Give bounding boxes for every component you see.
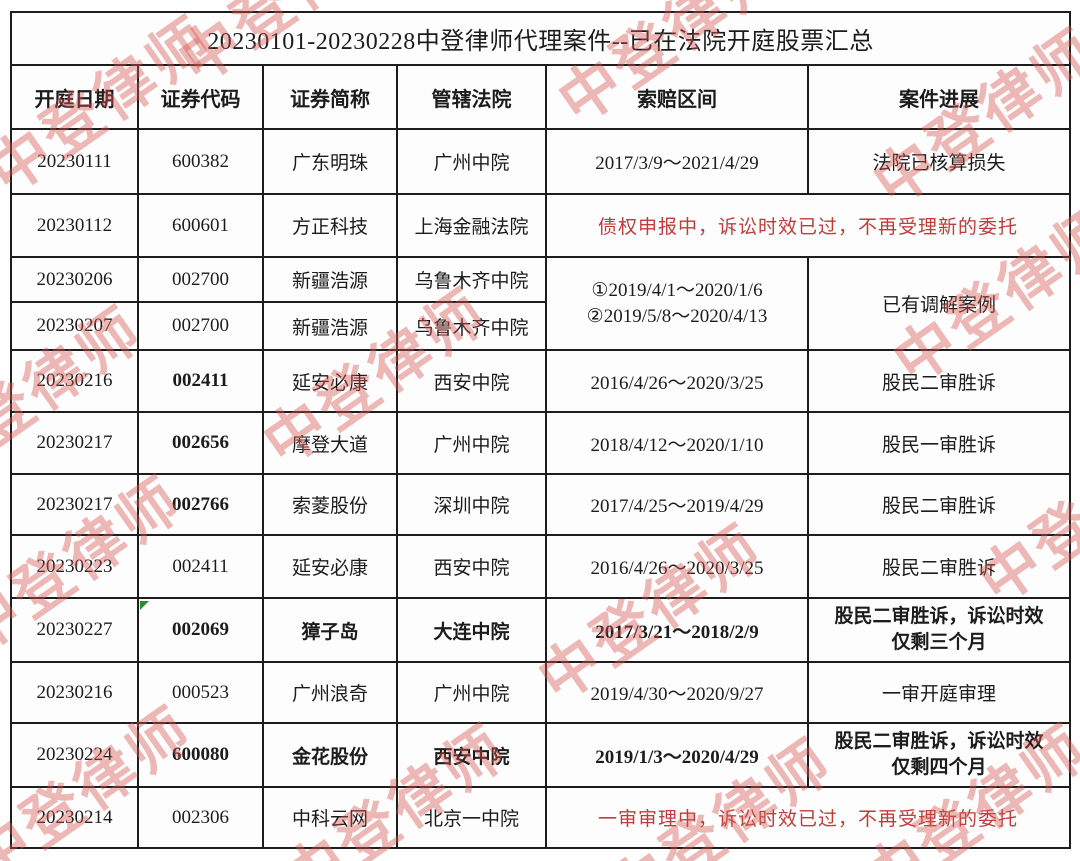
table-row: 20230216 002411 延安必康 西安中院 2016/4/26～2020… — [10, 349, 1072, 413]
table-row: 20230206 002700 新疆浩源 乌鲁木齐中院 ①2019/4/1～20… — [10, 256, 1072, 351]
cell-name: 金花股份 — [262, 722, 398, 788]
header-case-progress: 案件进展 — [806, 64, 1072, 130]
cell-date: 20230216 — [10, 661, 139, 724]
cell-date: 20230214 — [10, 786, 139, 849]
cell-code: 002411 — [137, 534, 264, 599]
cell-code: 002766 — [137, 473, 264, 536]
cell-court: 广州中院 — [396, 661, 547, 724]
cell-court: 大连中院 — [396, 597, 547, 663]
table-row: 20230217 002766 索菱股份 深圳中院 2017/4/25～2019… — [10, 473, 1072, 536]
case-summary-table: 20230101-20230228中登律师代理案件--已在法院开庭股票汇总 开庭… — [9, 11, 1072, 849]
table-row: 20230111 600382 广东明珠 广州中院 2017/3/9～2021/… — [10, 128, 1072, 195]
cell-name: 延安必康 — [262, 349, 398, 413]
cell-claim: 2019/1/3～2020/4/29 — [545, 722, 809, 788]
cell-name: 摩登大道 — [262, 411, 398, 475]
table-row: 20230112 600601 方正科技 上海金融法院 债权申报中，诉讼时效已过… — [10, 193, 1072, 258]
cell-court: 深圳中院 — [396, 473, 547, 536]
cell-code: 002069 — [137, 597, 264, 663]
header-row: 开庭日期 证券代码 证券简称 管辖法院 索赔区间 案件进展 — [10, 64, 1072, 130]
header-hearing-date: 开庭日期 — [10, 64, 139, 130]
table-row: 20230223 002411 延安必康 西安中院 2016/4/26～2020… — [10, 534, 1072, 599]
header-security-name: 证券简称 — [262, 64, 398, 130]
cell-code: 002411 — [137, 349, 264, 413]
cell-name: 新疆浩源 — [262, 301, 398, 351]
table-row: 20230207 002700 新疆浩源 乌鲁木齐中院 — [10, 301, 1070, 351]
header-court: 管辖法院 — [396, 64, 547, 130]
cell-name: 獐子岛 — [262, 597, 398, 663]
cell-progress: 股民二审胜诉，诉讼时效 仅剩四个月 — [806, 722, 1072, 788]
cell-date: 20230227 — [10, 597, 139, 663]
cell-court: 乌鲁木齐中院 — [396, 256, 547, 303]
cell-date: 20230112 — [10, 193, 139, 258]
cell-name: 广州浪奇 — [262, 661, 398, 724]
cell-code: 600382 — [137, 128, 264, 195]
cell-claim: 2017/3/9～2021/4/29 — [545, 128, 809, 195]
table-row: 20230224 600080 金花股份 西安中院 2019/1/3～2020/… — [10, 722, 1072, 788]
cell-court: 上海金融法院 — [396, 193, 547, 258]
table-row: 20230214 002306 中科云网 北京一中院 一审审理中，诉讼时效已过，… — [10, 786, 1072, 849]
cell-claim: 2016/4/26～2020/3/25 — [545, 534, 809, 599]
cell-progress: 股民二审胜诉，诉讼时效 仅剩三个月 — [806, 597, 1072, 663]
cell-date: 20230216 — [10, 349, 139, 413]
cell-progress: 一审开庭审理 — [806, 661, 1072, 724]
cell-court: 西安中院 — [396, 534, 547, 599]
cell-code: 002306 — [137, 786, 264, 849]
cell-date: 20230206 — [10, 256, 139, 303]
header-claim-period: 索赔区间 — [545, 64, 809, 130]
cell-code: 000523 — [137, 661, 264, 724]
cell-date: 20230224 — [10, 722, 139, 788]
cell-date: 20230111 — [10, 128, 139, 195]
cell-progress: 已有调解案例 — [806, 256, 1072, 351]
cell-court: 西安中院 — [396, 722, 547, 788]
cell-name: 中科云网 — [262, 786, 398, 849]
table-row: 20230216 000523 广州浪奇 广州中院 2019/4/30～2020… — [10, 661, 1072, 724]
cell-progress: 股民二审胜诉 — [806, 473, 1072, 536]
cell-name: 方正科技 — [262, 193, 398, 258]
cell-notice: 债权申报中，诉讼时效已过，不再受理新的委托 — [544, 193, 1072, 258]
cell-date: 20230217 — [10, 473, 139, 536]
header-security-code: 证券代码 — [137, 64, 264, 130]
cell-court: 西安中院 — [396, 349, 547, 413]
cell-name: 新疆浩源 — [262, 256, 398, 303]
cell-code: 002700 — [137, 256, 264, 303]
cell-code: 002656 — [137, 411, 264, 475]
cell-progress: 股民二审胜诉 — [806, 534, 1072, 599]
table-row: 20230227 002069 獐子岛 大连中院 2017/3/21～2018/… — [10, 597, 1072, 663]
cell-name: 索菱股份 — [262, 473, 398, 536]
cell-progress: 股民一审胜诉 — [806, 411, 1072, 475]
cell-name: 广东明珠 — [262, 128, 398, 195]
cell-claim: 2017/4/25～2019/4/29 — [545, 473, 809, 536]
cell-code: 600080 — [137, 722, 264, 788]
cell-court: 广州中院 — [396, 128, 547, 195]
cell-claim: 2017/3/21～2018/2/9 — [545, 597, 809, 663]
cell-code: 002700 — [137, 301, 264, 351]
cell-claim: 2016/4/26～2020/3/25 — [545, 349, 809, 413]
cell-name: 延安必康 — [262, 534, 398, 599]
cell-date: 20230207 — [10, 301, 139, 351]
cell-date: 20230217 — [10, 411, 139, 475]
cell-court: 乌鲁木齐中院 — [396, 301, 547, 351]
cell-code: 600601 — [137, 193, 264, 258]
table-row: 20230217 002656 摩登大道 广州中院 2018/4/12～2020… — [10, 411, 1072, 475]
cell-court: 广州中院 — [396, 411, 547, 475]
cell-claim: ①2019/4/1～2020/1/6 ②2019/5/8～2020/4/13 — [545, 256, 809, 351]
table-title: 20230101-20230228中登律师代理案件--已在法院开庭股票汇总 — [9, 11, 1072, 66]
cell-court: 北京一中院 — [396, 786, 547, 849]
cell-date: 20230223 — [10, 534, 139, 599]
cell-claim: 2018/4/12～2020/1/10 — [545, 411, 809, 475]
cell-claim: 2019/4/30～2020/9/27 — [545, 661, 809, 724]
cell-notice: 一审审理中，诉讼时效已过，不再受理新的委托 — [544, 786, 1072, 849]
cell-progress: 股民二审胜诉 — [806, 349, 1072, 413]
cell-note-marker — [140, 601, 149, 610]
cell-progress: 法院已核算损失 — [806, 128, 1072, 195]
